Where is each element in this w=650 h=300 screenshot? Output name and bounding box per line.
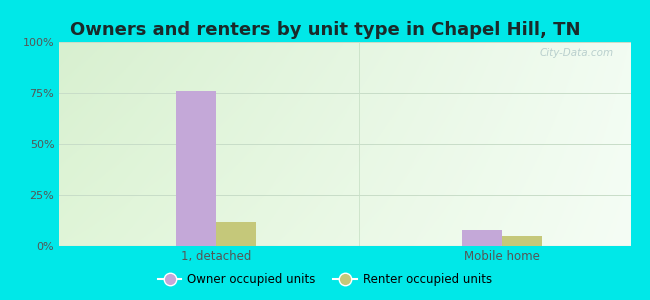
Text: City-Data.com: City-Data.com [540,48,614,58]
Bar [216,221,256,246]
Text: Owners and renters by unit type in Chapel Hill, TN: Owners and renters by unit type in Chape… [70,21,580,39]
Bar [502,236,542,246]
Legend: Owner occupied units, Renter occupied units: Owner occupied units, Renter occupied un… [153,269,497,291]
Bar [176,91,216,246]
Bar [462,230,502,246]
